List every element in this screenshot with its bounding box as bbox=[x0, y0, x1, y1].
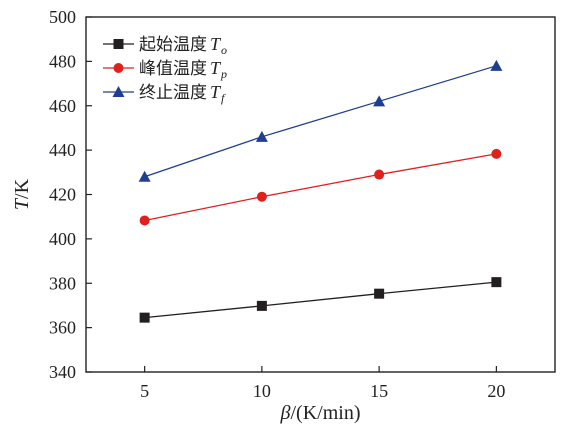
data-point-p bbox=[139, 215, 150, 226]
y-tick-label: 420 bbox=[49, 185, 76, 205]
data-point-o bbox=[139, 312, 150, 323]
series-layer bbox=[138, 59, 503, 323]
legend-subscript: f bbox=[221, 91, 226, 105]
data-point-f bbox=[255, 130, 268, 142]
x-tick-label: 20 bbox=[487, 381, 505, 401]
x-tick-label: 10 bbox=[253, 381, 271, 401]
legend-symbol: T bbox=[210, 58, 222, 78]
data-point-p bbox=[256, 191, 267, 202]
data-point-f bbox=[138, 170, 151, 182]
y-tick-label: 400 bbox=[49, 229, 76, 249]
y-tick-label: 460 bbox=[49, 96, 76, 116]
series-o bbox=[139, 277, 502, 323]
legend-subscript: o bbox=[221, 43, 227, 57]
legend-symbol: T bbox=[210, 34, 222, 54]
legend-marker bbox=[113, 63, 124, 73]
y-tick-label: 340 bbox=[49, 362, 76, 382]
axis-ticks: 340 360 380 400 420 440 460 480 500 5 10 15 20 bbox=[49, 7, 505, 401]
series-line-f bbox=[144, 65, 497, 178]
x-tick-label: 15 bbox=[370, 381, 388, 401]
legend-label: 起始温度 bbox=[139, 35, 207, 55]
legend-label: 峰值温度 bbox=[139, 59, 207, 79]
x-axis-label: β/(K/min) bbox=[280, 402, 361, 424]
axis-titles: β/(K/min) T/K bbox=[11, 178, 360, 424]
y-tick-label: 380 bbox=[49, 273, 76, 293]
legend-label: 终止温度 bbox=[139, 83, 207, 103]
legend-subscript: p bbox=[220, 67, 227, 81]
x-tick-label: 5 bbox=[140, 381, 149, 401]
y-tick-label: 480 bbox=[49, 51, 76, 71]
series-f bbox=[138, 59, 503, 182]
y-tick-label: 440 bbox=[49, 140, 76, 160]
data-point-p bbox=[374, 169, 385, 180]
legend-marker bbox=[113, 39, 124, 49]
y-tick-label: 360 bbox=[49, 318, 76, 338]
series-line-p bbox=[144, 153, 497, 222]
series-line-o bbox=[144, 281, 497, 319]
legend-marker bbox=[112, 86, 125, 97]
data-point-p bbox=[491, 148, 502, 159]
data-point-f bbox=[490, 59, 503, 71]
legend-symbol: T bbox=[210, 82, 222, 102]
data-point-o bbox=[256, 300, 267, 311]
data-point-f bbox=[373, 95, 386, 107]
data-point-o bbox=[374, 288, 385, 299]
series-p bbox=[139, 148, 502, 226]
y-tick-label: 500 bbox=[49, 7, 76, 27]
y-axis-label: T/K bbox=[11, 178, 33, 210]
data-point-o bbox=[491, 277, 502, 288]
